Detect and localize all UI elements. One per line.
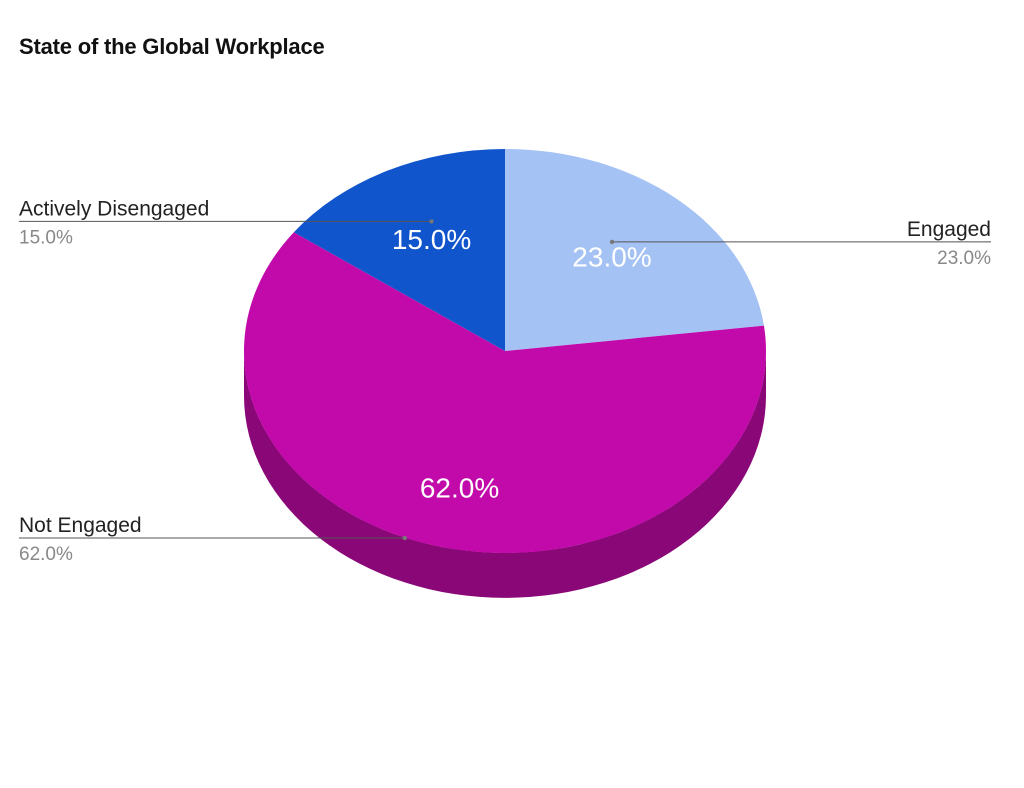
outside-label-engaged: Engaged <box>907 218 991 241</box>
slice-side-not-engaged <box>244 351 766 598</box>
chart-title: State of the Global Workplace <box>19 34 325 59</box>
slice-label-engaged: 23.0% <box>572 242 651 273</box>
leader-dot-engaged <box>609 239 615 245</box>
leader-dot-actively-disengaged <box>429 219 434 224</box>
slice-not-engaged[interactable] <box>243 232 766 553</box>
leader-lines <box>19 219 991 541</box>
slice-label-not-engaged: 62.0% <box>420 472 499 503</box>
pie-depth <box>244 351 766 598</box>
outside-labels: Engaged 23.0% Not Engaged 62.0% Actively Dis… <box>19 197 991 565</box>
pie-slices <box>243 149 766 553</box>
slice-actively-disengaged[interactable] <box>293 149 505 351</box>
outside-value-actively-disengaged: 15.0% <box>19 227 73 248</box>
outside-value-engaged: 23.0% <box>937 248 991 269</box>
outside-value-not-engaged: 62.0% <box>19 544 73 565</box>
leader-dot-not-engaged <box>402 535 407 541</box>
slice-labels: 23.0% 62.0% 15.0% <box>392 224 652 504</box>
slice-label-actively-disengaged: 15.0% <box>392 224 471 255</box>
outside-label-not-engaged: Not Engaged <box>19 514 142 537</box>
slice-engaged[interactable] <box>505 149 764 351</box>
outside-label-actively-disengaged: Actively Disengaged <box>19 197 209 220</box>
